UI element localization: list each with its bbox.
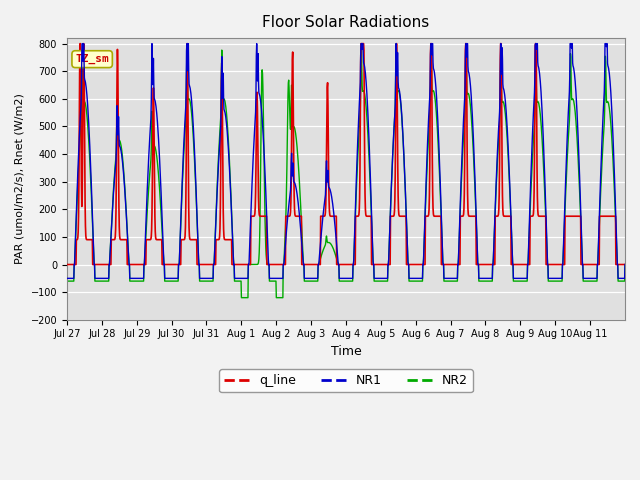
q_line (577, 262, 585, 267)
NR2 (321, 243, 329, 249)
q_line (63, 262, 71, 267)
X-axis label: Time: Time (331, 345, 362, 358)
NR2 (237, 295, 245, 300)
q_line (76, 41, 84, 47)
NR1 (150, 96, 158, 102)
q_line (478, 262, 486, 267)
NR1 (614, 276, 622, 281)
NR1 (560, 241, 568, 247)
Line: q_line: q_line (67, 44, 625, 264)
Title: Floor Solar Radiations: Floor Solar Radiations (262, 15, 429, 30)
NR1 (332, 229, 339, 235)
NR2 (150, 143, 158, 149)
NR1 (78, 41, 86, 47)
NR1 (321, 196, 329, 202)
Line: NR1: NR1 (67, 44, 625, 278)
NR2 (358, 41, 365, 47)
NR1 (63, 276, 71, 281)
q_line (321, 212, 329, 218)
q_line (150, 184, 158, 190)
Legend: q_line, NR1, NR2: q_line, NR1, NR2 (219, 370, 473, 392)
NR1 (621, 262, 629, 267)
NR2 (478, 278, 486, 284)
q_line (614, 262, 622, 267)
q_line (332, 213, 339, 219)
NR2 (621, 262, 629, 267)
NR2 (332, 252, 339, 258)
q_line (560, 262, 568, 267)
Text: TZ_sm: TZ_sm (76, 54, 109, 64)
NR2 (614, 278, 622, 284)
q_line (621, 262, 629, 267)
NR2 (63, 278, 71, 284)
Y-axis label: PAR (umol/m2/s), Rnet (W/m2): PAR (umol/m2/s), Rnet (W/m2) (15, 94, 25, 264)
Line: NR2: NR2 (67, 44, 625, 298)
NR2 (560, 235, 568, 240)
NR1 (478, 276, 486, 281)
